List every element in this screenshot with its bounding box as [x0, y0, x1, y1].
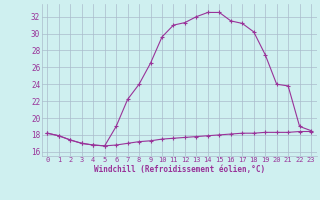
X-axis label: Windchill (Refroidissement éolien,°C): Windchill (Refroidissement éolien,°C) — [94, 165, 265, 174]
